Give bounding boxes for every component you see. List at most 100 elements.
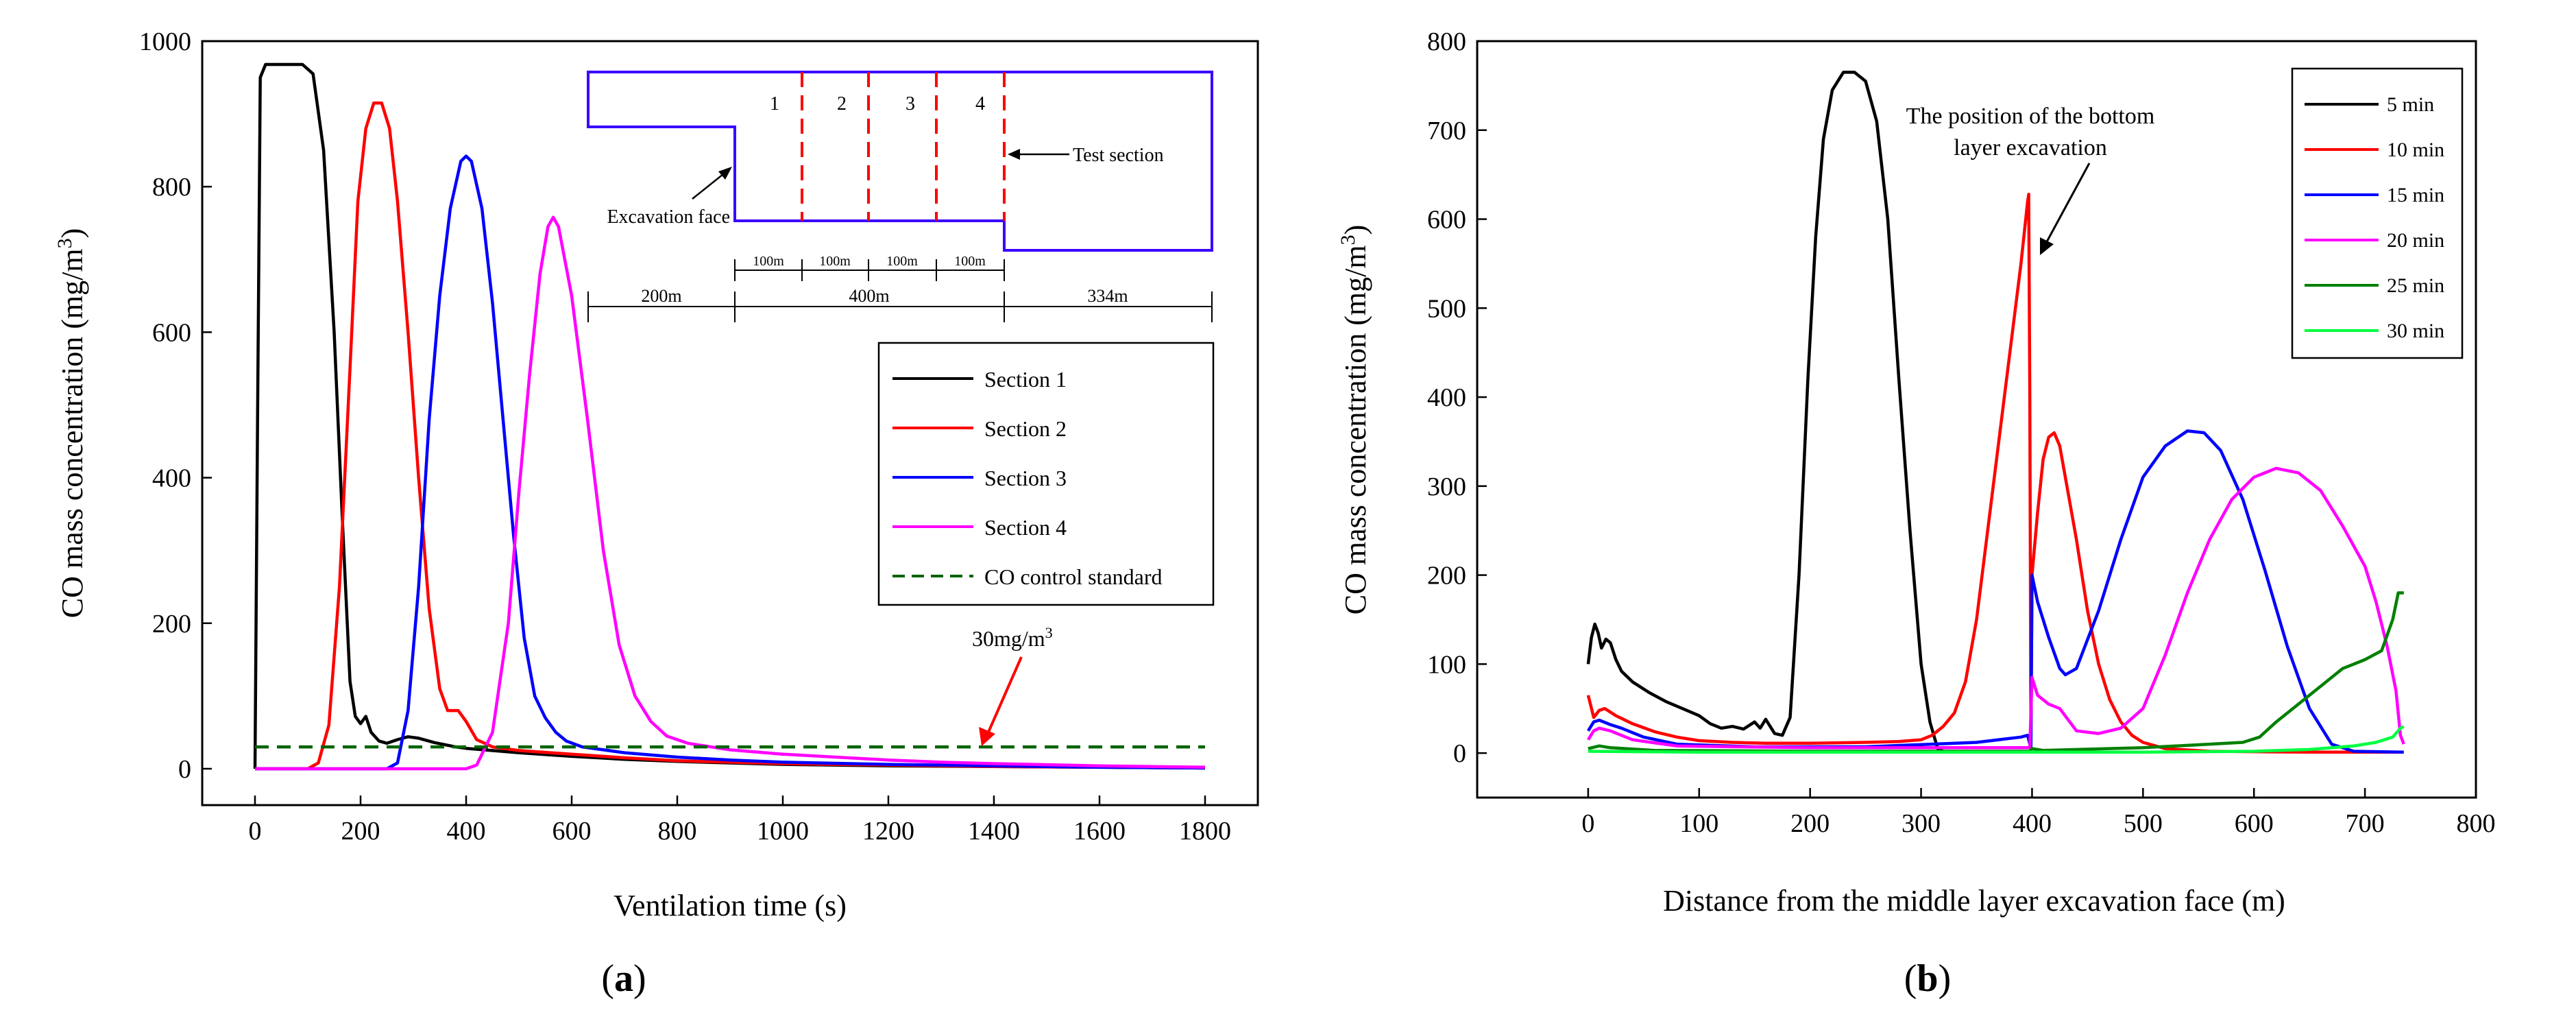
chart-panel-b: 0 100 200 300 400 500 600 700 800 0 100 200 300 400 5…: [1337, 27, 2496, 1000]
segment-label-large-3: 334m: [1087, 286, 1128, 306]
test-section-label: Test section: [1073, 145, 1164, 166]
y-axis-label-a: CO mass concentration (mg/m3): [53, 228, 90, 619]
annotation-arrow-a: [986, 656, 1023, 736]
x-tick-label-a: 800: [658, 817, 697, 846]
y-axis-ticks-b: 0 100 200 300 400 500 600 700 800: [1427, 27, 1487, 768]
y-axis-label-a-sup: 3: [53, 238, 76, 248]
y-tick-label-b: 700: [1427, 117, 1466, 145]
x-tick-label-a: 1800: [1179, 817, 1231, 846]
annotation-text-main: 30mg/m: [972, 626, 1045, 651]
x-tick-label-b: 700: [2346, 809, 2385, 838]
legend-label-20min: 20 min: [2387, 229, 2444, 252]
y-tick-label-b: 600: [1427, 206, 1466, 235]
x-tick-label-a: 400: [447, 817, 486, 846]
x-tick-label-b: 300: [1901, 809, 1941, 838]
large-dimension-row: [587, 291, 1213, 322]
x-tick-label-a: 600: [552, 817, 592, 846]
y-axis-label-b: CO mass concentration (mg/m3): [1337, 225, 1373, 615]
x-tick-label-a: 0: [249, 817, 262, 846]
legend-label-15min: 15 min: [2387, 184, 2444, 206]
legend-label-30min: 30 min: [2387, 320, 2444, 342]
x-tick-label-b: 400: [2013, 809, 2052, 838]
series-line-5-min: [1586, 71, 1944, 753]
series-line-10-min: [1586, 192, 2398, 754]
x-tick-label-a: 200: [341, 817, 380, 846]
test-section-arrowhead: [1008, 149, 1020, 160]
x-axis-ticks-a: 0 200 400 600 800 1000 1200 1400 1600 1800: [249, 796, 1231, 846]
legend-b: 5 min 10 min 15 min 20 min 25 min 30 min: [2291, 67, 2464, 359]
y-axis-label-a-close: ): [56, 228, 89, 239]
x-tick-label-a: 1000: [757, 817, 809, 846]
segment-label-small-4: 100m: [954, 254, 986, 269]
legend-label-section-4: Section 4: [984, 515, 1067, 540]
legend-frame-b: [2291, 67, 2464, 359]
x-tick-label-a: 1400: [968, 817, 1020, 846]
annotation-arrow-b: [2043, 163, 2091, 246]
section-3-label: 3: [906, 93, 915, 115]
section-2-label: 2: [837, 93, 847, 115]
y-tick-label-b: 300: [1427, 473, 1466, 501]
x-tick-label-b: 800: [2457, 809, 2496, 838]
excavation-face-arrow: [692, 171, 727, 200]
x-axis-label-a: Ventilation time (s): [613, 889, 847, 922]
annotation-arrowhead-a: [979, 727, 995, 746]
y-tick-label-b: 500: [1427, 294, 1466, 323]
series-group-b: [1586, 71, 2405, 754]
excavation-face-label: Excavation face: [607, 206, 730, 228]
y-tick-label-b: 0: [1453, 739, 1466, 768]
annotation-a: 30mg/m3: [972, 624, 1053, 746]
section-1-label: 1: [770, 93, 779, 115]
y-axis-ticks-a: 0 200 400 600 800 1000: [139, 27, 212, 784]
x-axis-ticks-b: 0 100 200 300 400 500 600 700 800: [1581, 788, 2496, 838]
chart-panel-a: 0 200 400 600 800 1000 0 200 400 600 800 1000 1200 1…: [53, 27, 1259, 1000]
segment-label-small-3: 100m: [886, 254, 918, 269]
legend-label-10min: 10 min: [2387, 139, 2444, 161]
legend-label-25min: 25 min: [2387, 274, 2444, 297]
section-4-label: 4: [975, 93, 985, 115]
y-tick-label-a: 400: [152, 464, 191, 493]
x-tick-label-b: 500: [2124, 809, 2163, 838]
legend-label-control-standard: CO control standard: [984, 564, 1163, 589]
panel-letter-b: b: [1917, 957, 1938, 1000]
y-axis-label-b-main: CO mass concentration (mg/m: [1339, 245, 1372, 614]
legend-label-section-2: Section 2: [984, 416, 1067, 441]
series-group-a: [253, 62, 1206, 771]
panel-label-b: (b): [1904, 957, 1951, 1000]
x-tick-label-b: 100: [1679, 809, 1718, 838]
panel-label-a: (a): [601, 957, 646, 1000]
series-line-30-min: [1588, 725, 2405, 754]
y-tick-label-b: 800: [1427, 27, 1466, 56]
legend-frame-a: [877, 342, 1215, 606]
panel-letter-a: a: [614, 957, 633, 1000]
legend-label-5min: 5 min: [2387, 93, 2434, 116]
tunnel-schematic-inset: 1 2 3 4 Excavation face Test section 100…: [587, 71, 1213, 322]
legend-label-section-1: Section 1: [984, 367, 1067, 392]
x-tick-label-b: 200: [1790, 809, 1830, 838]
y-axis-label-b-sup: 3: [1337, 235, 1359, 245]
segment-label-large-1: 200m: [641, 286, 681, 306]
segment-label-small-2: 100m: [819, 254, 851, 269]
y-tick-label-a: 600: [152, 318, 191, 347]
y-tick-label-a: 1000: [139, 27, 191, 56]
segment-label-large-2: 400m: [849, 286, 889, 306]
annotation-line-2-b: layer excavation: [1954, 135, 2107, 160]
series-line-15-min: [1586, 429, 2404, 754]
annotation-label-a: 30mg/m3: [972, 624, 1053, 652]
series-line-section-4: [255, 215, 1206, 771]
y-tick-label-a: 0: [178, 755, 191, 784]
series-line-section-2: [255, 101, 1206, 771]
y-tick-label-b: 200: [1427, 562, 1466, 590]
x-tick-label-a: 1200: [862, 817, 914, 846]
y-tick-label-a: 800: [152, 173, 191, 202]
legend-label-section-3: Section 3: [984, 466, 1067, 490]
segment-label-small-1: 100m: [753, 254, 784, 269]
x-tick-label-b: 0: [1581, 809, 1594, 838]
small-dimension-row: [734, 259, 1005, 281]
x-tick-label-a: 1600: [1073, 817, 1126, 846]
series-line-section-3: [255, 154, 1206, 771]
annotation-text-sup: 3: [1045, 624, 1053, 641]
x-tick-label-b: 600: [2235, 809, 2274, 838]
annotation-line-1-b: The position of the bottom: [1906, 104, 2155, 129]
y-tick-label-b: 400: [1427, 383, 1466, 412]
